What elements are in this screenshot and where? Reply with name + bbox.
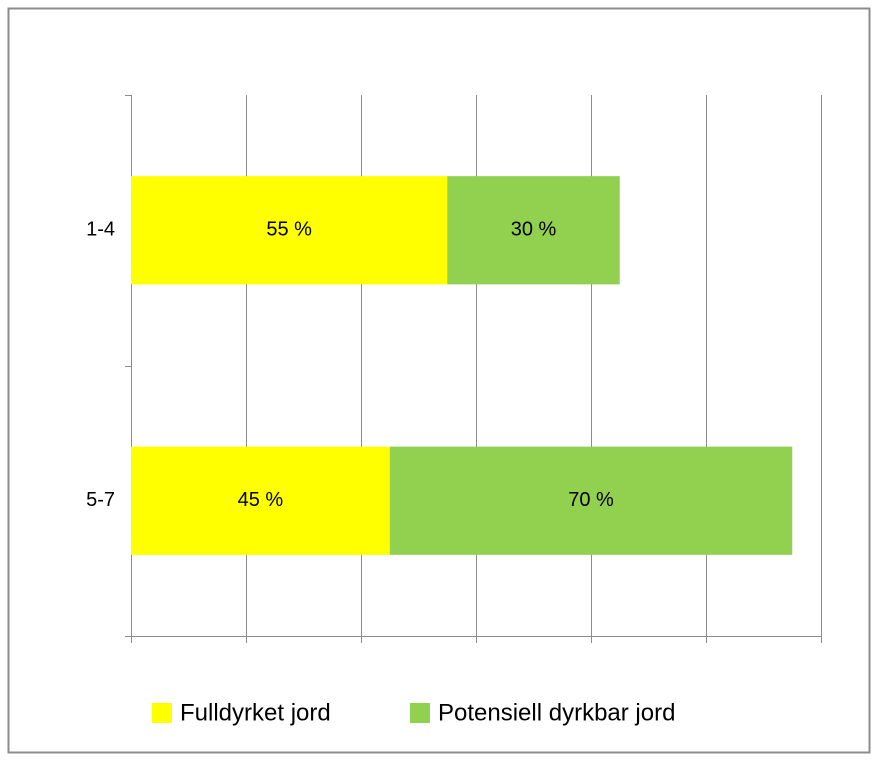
y-tick-label: 5-7: [86, 489, 115, 511]
data-label: 70 %: [568, 489, 614, 511]
legend-label: Potensiell dyrkbar jord: [438, 699, 675, 726]
bar-segment: [131, 446, 390, 555]
bar-segment: [389, 446, 793, 555]
chart-border: [7, 7, 871, 754]
data-label: 30 %: [511, 219, 557, 241]
bar-segment: [131, 176, 448, 285]
data-label: 45 %: [238, 489, 284, 511]
legend-swatch: [152, 703, 172, 723]
data-label: 55 %: [266, 219, 312, 241]
bar-segment: [447, 176, 620, 285]
y-tick-label: 1-4: [86, 219, 115, 241]
legend-swatch: [410, 703, 430, 723]
legend-label: Fulldyrket jord: [180, 699, 331, 726]
